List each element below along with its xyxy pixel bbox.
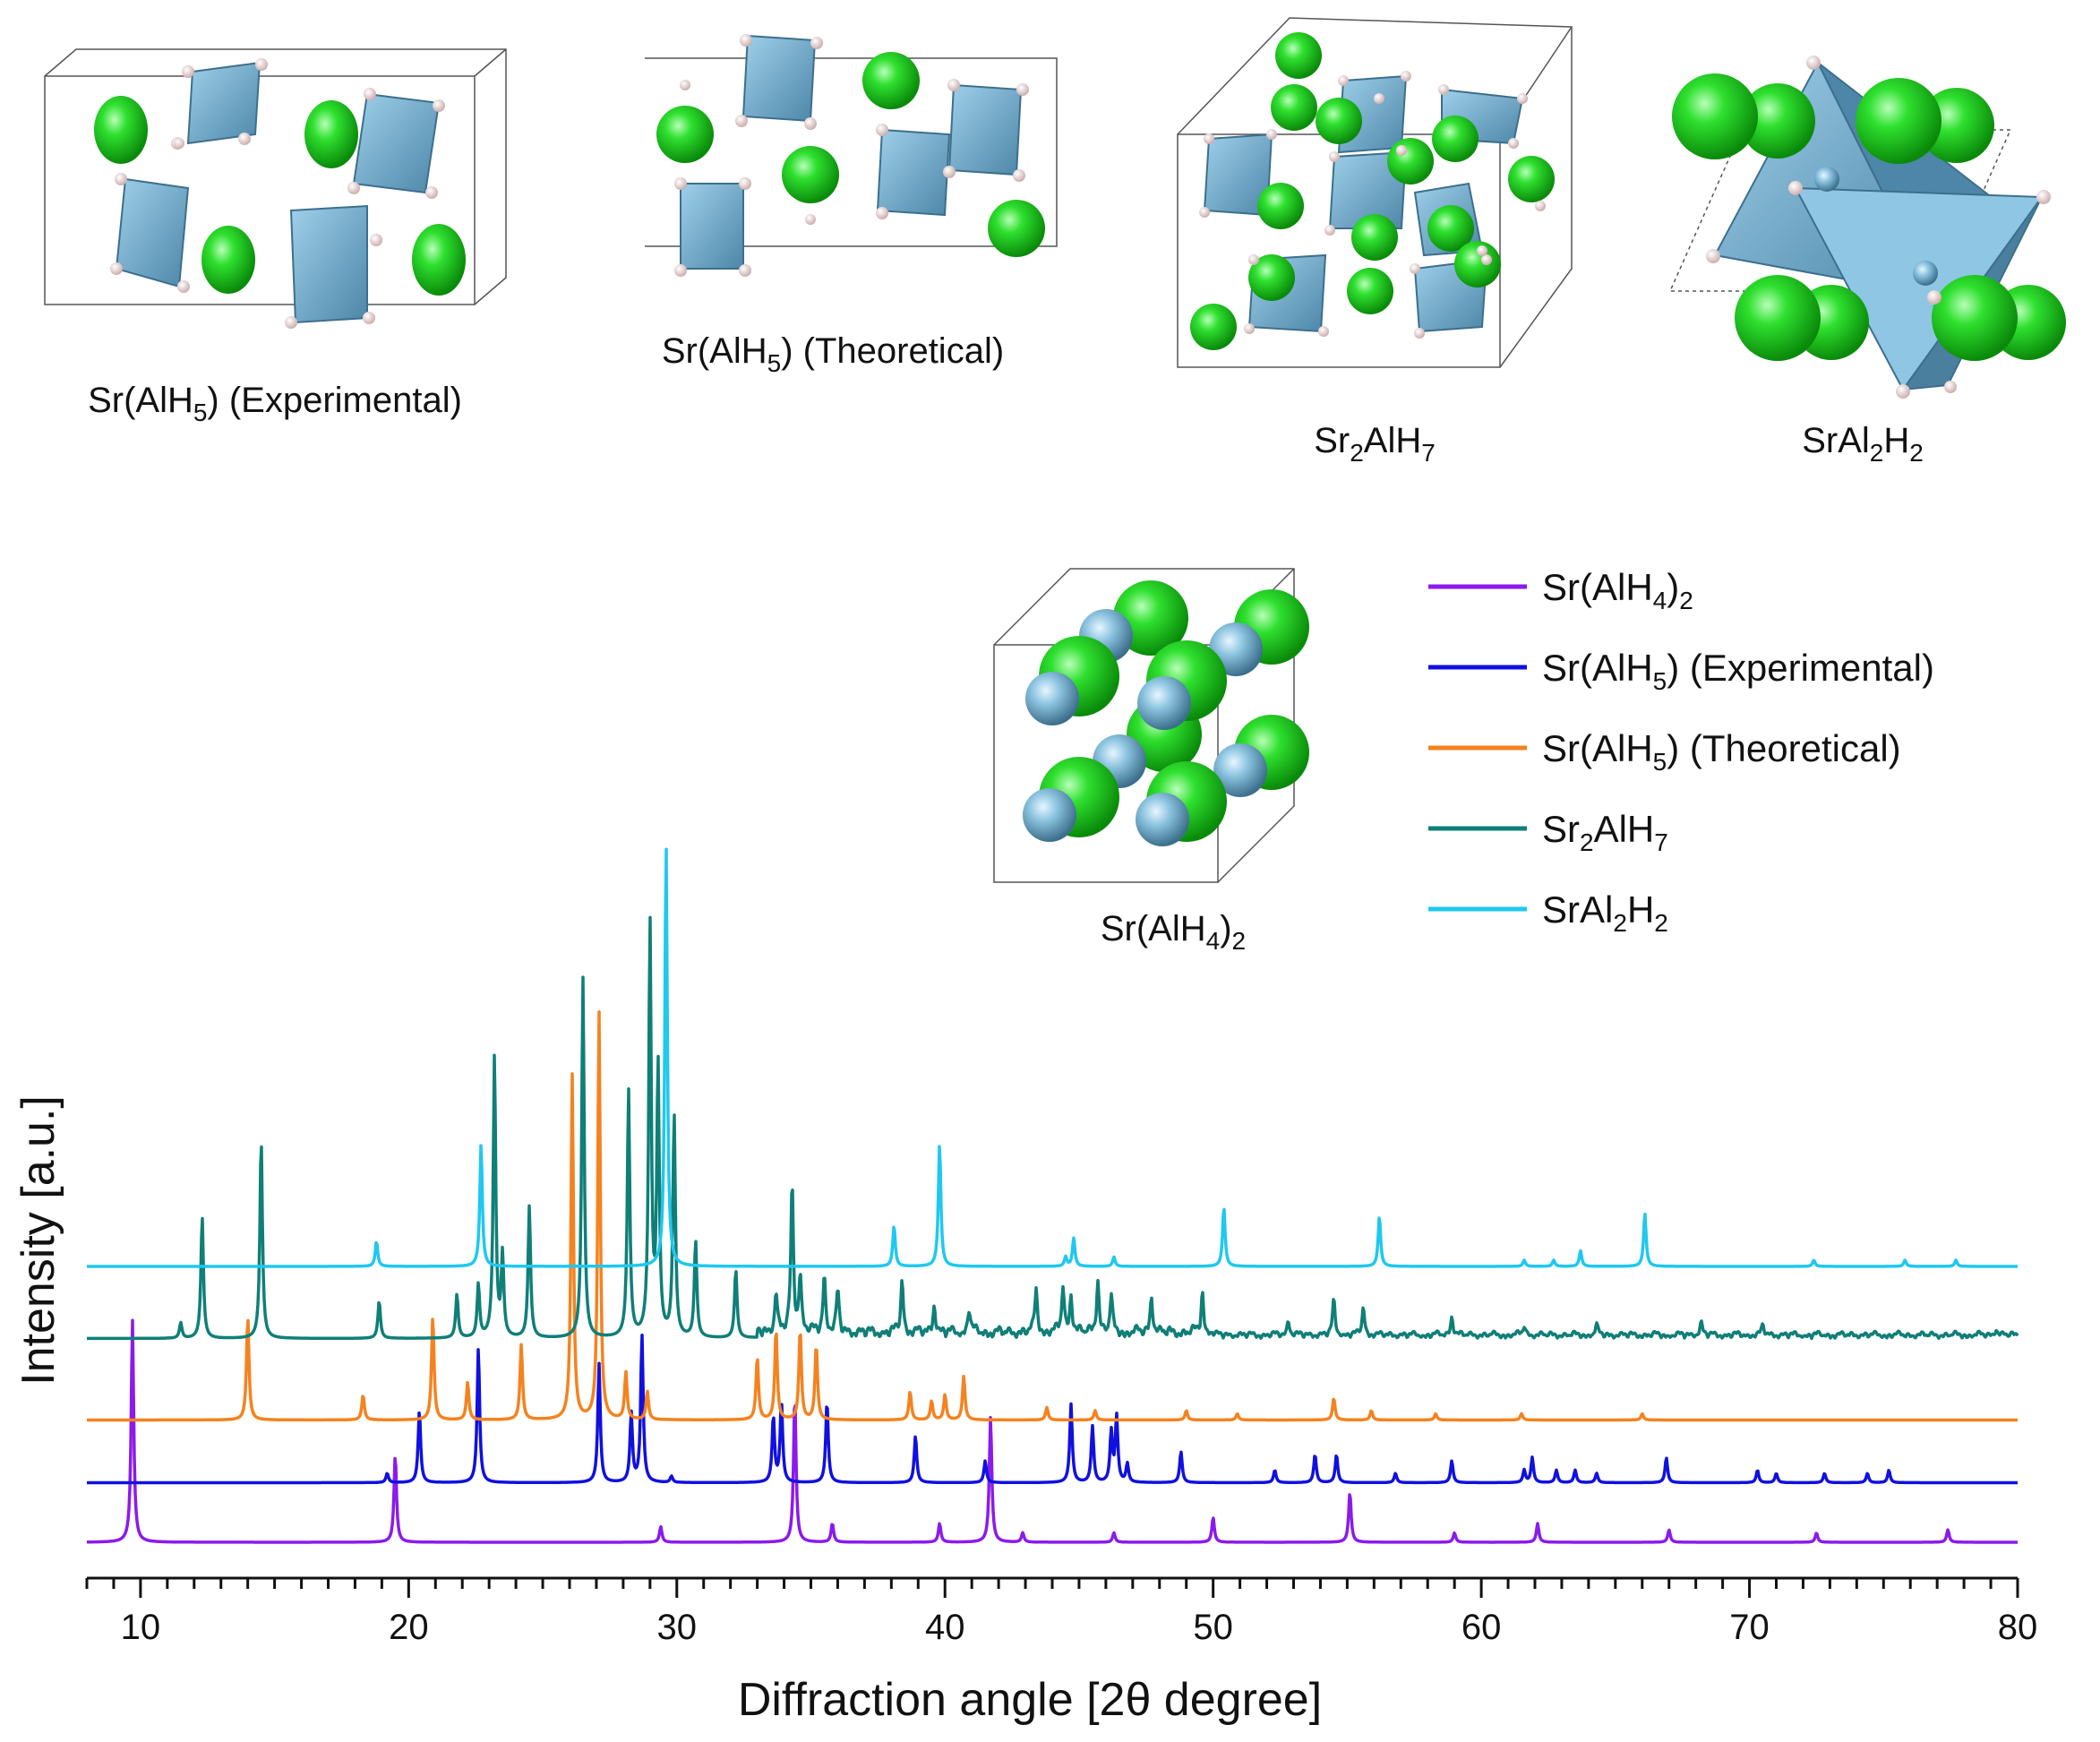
x-tick-label: 50: [1193, 1608, 1233, 1647]
sr-atom: [1672, 73, 2066, 361]
y-axis-title: Intensity [a.u.]: [13, 1095, 64, 1386]
x-tick-label: 30: [657, 1608, 698, 1647]
al-polyhedron: [680, 34, 1023, 270]
series-line: [86, 1333, 2019, 1485]
x-tick-label: 20: [389, 1608, 429, 1647]
sr-atom: [656, 52, 1045, 257]
series-line: [86, 1318, 2019, 1544]
legend-entry: Sr(AlH4)2: [1428, 566, 1693, 614]
al-atom: [1023, 672, 1191, 846]
crystal-cell: [645, 57, 1058, 247]
al-atom: [1079, 609, 1267, 797]
sr-atom: [94, 96, 466, 296]
structure-sral2h2: SrAl2H2: [1668, 56, 2066, 467]
x-tick-label: 40: [925, 1608, 965, 1647]
h-atom: [1199, 71, 1546, 339]
series-layer: [86, 847, 2019, 1544]
x-axis-title: Diffraction angle [2θ degree]: [738, 1674, 1322, 1726]
series-0: [86, 1318, 2019, 1544]
structure-sralh5-theoretical: Sr(AlH5) (Theoretical): [645, 34, 1058, 377]
series-4: [86, 847, 2019, 1268]
structure-label: Sr(AlH5) (Theoretical): [662, 331, 1004, 377]
legend-entry: Sr2AlH7: [1428, 808, 1668, 856]
sr-atom: [1190, 32, 1555, 350]
series-line: [86, 915, 2019, 1341]
series-line: [86, 1009, 2019, 1422]
legend-entry: Sr(AlH5) (Theoretical): [1428, 727, 1901, 776]
h-atom: [110, 58, 445, 329]
legend-label: Sr(AlH5) (Experimental): [1542, 647, 1934, 695]
structure-sralh5-experimental: Sr(AlH5) (Experimental): [44, 48, 507, 426]
legend-entry: SrAl2H2: [1428, 888, 1668, 937]
series-line: [86, 847, 2019, 1268]
x-tick-label: 10: [121, 1608, 161, 1647]
structure-sralh4-2: Sr(AlH4)2: [993, 568, 1309, 955]
x-axis-ticks: 10 20 30 40 50 60 70 80: [85, 1578, 2038, 1647]
series-1: [86, 1333, 2019, 1485]
structure-label: SrAl2H2: [1802, 421, 1924, 467]
xrd-chart: 10 20 30 40 50 60 70 80 Diffraction angle [2θ d…: [13, 566, 2037, 1726]
series-3: [86, 915, 2019, 1341]
structure-label: Sr2AlH7: [1314, 421, 1436, 467]
legend: Sr(AlH4)2 Sr(AlH5) (Experimental) Sr(AlH5)…: [1428, 566, 1934, 937]
legend-entry: Sr(AlH5) (Experimental): [1428, 647, 1934, 695]
structure-label: Sr(AlH5) (Experimental): [88, 381, 462, 426]
x-tick-label: 70: [1729, 1608, 1770, 1647]
series-2: [86, 1009, 2019, 1422]
al-polyhedron: [115, 61, 441, 324]
legend-label: Sr(AlH5) (Theoretical): [1542, 727, 1901, 776]
h-atom: [674, 34, 1029, 277]
structure-label: Sr(AlH4)2: [1101, 909, 1246, 955]
h-atom: [1706, 56, 2051, 399]
legend-label: Sr(AlH4)2: [1542, 566, 1693, 614]
legend-label: SrAl2H2: [1542, 888, 1668, 937]
x-tick-label: 80: [1998, 1608, 2038, 1647]
legend-label: Sr2AlH7: [1542, 808, 1668, 856]
x-tick-label: 60: [1461, 1608, 1502, 1647]
structure-sr2alh7: Sr2AlH7: [1177, 17, 1573, 467]
